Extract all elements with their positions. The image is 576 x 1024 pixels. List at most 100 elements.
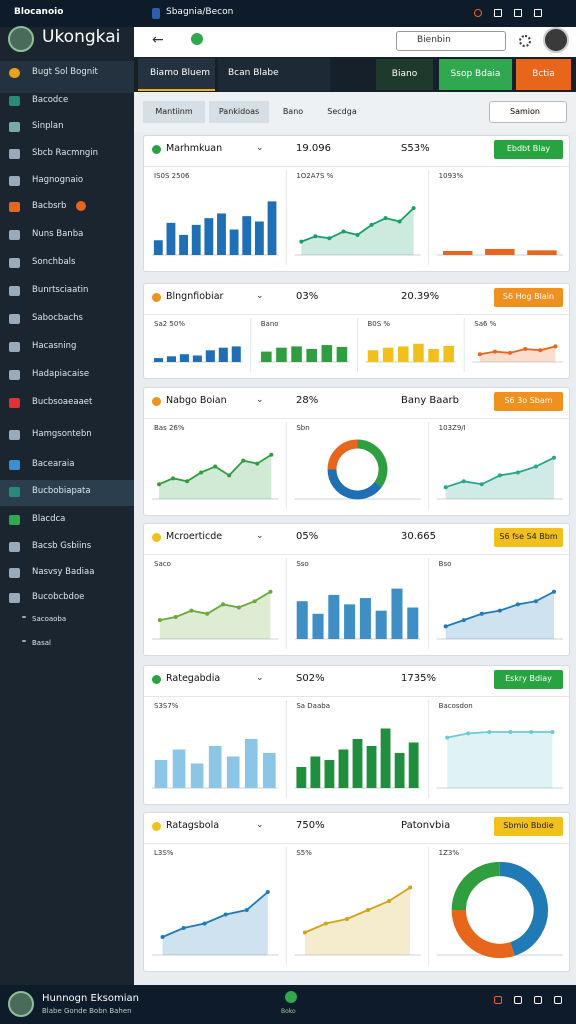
panel-button[interactable]: Ebdbt Blay	[494, 140, 563, 159]
panel-button[interactable]: S6 fse S4 Bbm	[494, 528, 563, 547]
action-tab[interactable]: Ssop Bdaia	[439, 59, 512, 90]
nav-icon	[9, 342, 20, 352]
action-tab[interactable]: Bctia	[516, 59, 571, 90]
point	[323, 921, 328, 926]
footer-avatar	[8, 991, 34, 1017]
filter-chip[interactable]: Bano	[282, 107, 304, 116]
panel-button[interactable]: S6 3o Sbam	[494, 392, 563, 411]
app-name: Blocanoio	[14, 7, 64, 17]
footer-sub: Blabe Gonde Bobn Bahen	[42, 1007, 132, 1015]
nav-highlight[interactable]	[0, 480, 134, 506]
point	[160, 935, 165, 939]
nav-icon	[9, 149, 20, 159]
nav-icon	[9, 230, 20, 240]
footer-action[interactable]: Boko	[281, 1008, 296, 1015]
panel-dropdown[interactable]: ⌄	[256, 143, 264, 153]
panel-button[interactable]: Sbmio Bbdie	[494, 817, 563, 836]
panel-button[interactable]: S6 Hog Blain	[494, 288, 563, 307]
point	[515, 602, 520, 607]
bar	[428, 349, 439, 362]
sort-button[interactable]: Samion	[489, 101, 567, 123]
nav-item[interactable]: Nasvsy Badiaa	[32, 567, 95, 577]
nav-item[interactable]: Blacdca	[32, 514, 66, 524]
window-icon[interactable]	[514, 9, 522, 17]
search-box[interactable]: Bienbin	[396, 31, 506, 51]
panel-dropdown[interactable]: ⌄	[256, 395, 264, 405]
nav-item[interactable]: Sacoaoba	[32, 615, 67, 623]
window-icon[interactable]	[494, 9, 502, 17]
nav-item[interactable]: Hacasning	[32, 341, 77, 351]
panel-dropdown[interactable]: ⌄	[256, 291, 264, 301]
footer-icon[interactable]	[514, 996, 522, 1004]
bar	[328, 594, 340, 639]
footer-icon[interactable]	[534, 996, 542, 1004]
user-avatar[interactable]	[543, 27, 569, 53]
nav-item[interactable]: Bucobcbdoe	[32, 592, 85, 602]
point	[533, 464, 538, 469]
chart-caption: Saco	[154, 560, 171, 568]
nav-item[interactable]: Hagnognaio	[32, 175, 84, 185]
nav-item[interactable]: Sabocbachs	[32, 313, 83, 323]
bar	[380, 728, 391, 788]
point	[443, 485, 448, 490]
footer-icon[interactable]	[554, 996, 562, 1004]
point	[492, 349, 497, 354]
nav-icon	[9, 487, 20, 497]
point	[205, 611, 210, 616]
nav-item[interactable]: Bugt Sol Bognit	[32, 67, 98, 77]
nav-item[interactable]: Bunrtsciaatin	[32, 285, 89, 295]
filter-chip[interactable]: Pankidoas	[209, 101, 269, 123]
nav-icon	[9, 176, 20, 186]
nav-item[interactable]: Bacodce	[32, 95, 69, 105]
window-icon[interactable]	[534, 9, 542, 17]
panel-dropdown[interactable]: ⌄	[256, 531, 264, 541]
panel-card: Blngnfiobiar ⌄ 03% 20.39% S6 Hog Blain Sa2 50…	[143, 283, 571, 379]
panel-dropdown[interactable]: ⌄	[256, 820, 264, 830]
nav-icon	[9, 515, 20, 525]
bar	[190, 763, 204, 788]
point	[366, 908, 371, 912]
point	[523, 347, 528, 351]
filter-chip[interactable]: Mantiinm	[143, 101, 205, 123]
action-tab[interactable]: Biano	[376, 59, 433, 90]
nav-icon	[9, 593, 20, 603]
point	[443, 624, 448, 629]
footer-icon[interactable]	[285, 991, 297, 1003]
panel-title: Marhmkuan	[166, 143, 223, 154]
footer-icon[interactable]	[494, 996, 502, 1004]
nav-item[interactable]: Bacbsrb	[32, 201, 67, 211]
back-button[interactable]: ←	[152, 32, 164, 48]
point	[313, 234, 318, 239]
bar	[321, 345, 333, 362]
window-icon[interactable]	[474, 9, 482, 17]
nav-item[interactable]: Sonchbals	[32, 257, 76, 267]
bar	[261, 351, 272, 362]
bar	[172, 749, 186, 788]
nav-item[interactable]: Bacearaia	[32, 459, 75, 469]
nav-tab[interactable]: Biamo Bluem	[138, 58, 215, 91]
green-icon[interactable]	[191, 33, 203, 45]
nav-dropdown[interactable]: Bcan Blabe	[218, 58, 330, 91]
nav-icon	[9, 68, 20, 78]
bar	[179, 354, 189, 362]
nav-item[interactable]: Sbcb Racmngin	[32, 148, 98, 158]
point	[487, 730, 492, 734]
settings-icon[interactable]	[519, 35, 531, 47]
nav-item[interactable]: Nuns Banba	[32, 229, 84, 239]
nav-item[interactable]: Bucbobiapata	[32, 486, 91, 496]
nav-item[interactable]: Bucbsoaeaaet	[32, 397, 93, 407]
nav-highlight[interactable]	[0, 61, 134, 93]
point	[533, 599, 538, 604]
panel-button[interactable]: Eskry Bdiay	[494, 670, 563, 689]
filter-chip[interactable]: Secdga	[327, 107, 357, 116]
panel-dropdown[interactable]: ⌄	[256, 673, 264, 683]
nav-item[interactable]: Hadapiacaise	[32, 369, 90, 379]
nav-item[interactable]: Sinplan	[32, 121, 64, 131]
chart-caption: 1093%	[439, 172, 464, 180]
nav-item[interactable]: Hamgsontebn	[32, 429, 92, 439]
panel-charts: S3S7% Sa Daaba Bacosdon	[144, 696, 571, 798]
panel-icon	[152, 675, 161, 684]
nav-item[interactable]: Basal	[32, 639, 51, 647]
nav-item[interactable]: Bacsb Gsbiins	[32, 541, 92, 551]
donut-slice	[327, 469, 382, 500]
